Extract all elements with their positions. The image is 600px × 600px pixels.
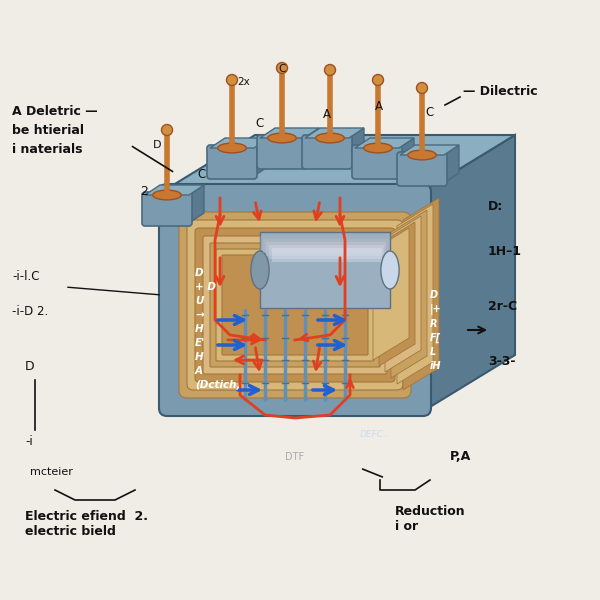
Polygon shape bbox=[260, 232, 390, 308]
FancyBboxPatch shape bbox=[142, 192, 192, 226]
FancyBboxPatch shape bbox=[203, 236, 387, 374]
Ellipse shape bbox=[381, 251, 399, 289]
Text: A: A bbox=[323, 108, 331, 121]
Text: 3-3-: 3-3- bbox=[488, 355, 515, 368]
FancyBboxPatch shape bbox=[302, 135, 352, 169]
Text: D
|+
R
F[
L
iH: D |+ R F[ L iH bbox=[430, 290, 442, 371]
FancyBboxPatch shape bbox=[210, 243, 380, 367]
Text: Reduction
i or: Reduction i or bbox=[395, 505, 466, 533]
Polygon shape bbox=[391, 210, 427, 378]
FancyBboxPatch shape bbox=[257, 135, 307, 169]
Text: Electric efiend  2.
electric bield: Electric efiend 2. electric bield bbox=[25, 510, 148, 538]
Polygon shape bbox=[444, 145, 459, 183]
Text: A Deletric —
be htierial
i naterials: A Deletric — be htierial i naterials bbox=[12, 105, 98, 156]
Text: -i: -i bbox=[25, 435, 33, 448]
FancyBboxPatch shape bbox=[159, 184, 431, 416]
Text: D: D bbox=[153, 140, 161, 150]
Text: C: C bbox=[255, 117, 263, 130]
Polygon shape bbox=[399, 138, 414, 176]
Polygon shape bbox=[165, 135, 515, 190]
Ellipse shape bbox=[408, 150, 436, 160]
Text: C: C bbox=[197, 168, 205, 181]
Circle shape bbox=[277, 62, 287, 73]
Text: P,A: P,A bbox=[450, 450, 471, 463]
Polygon shape bbox=[349, 128, 364, 166]
Text: DEFC..: DEFC.. bbox=[360, 430, 390, 439]
Text: 1H–1: 1H–1 bbox=[488, 245, 522, 258]
Text: DTF: DTF bbox=[285, 452, 304, 462]
Polygon shape bbox=[145, 185, 204, 195]
Polygon shape bbox=[355, 138, 414, 148]
Circle shape bbox=[325, 64, 335, 76]
Polygon shape bbox=[263, 239, 388, 253]
Text: D: D bbox=[25, 360, 35, 373]
Text: D
+ D
U
→
H
E'
H
A
(Dctich,: D + D U → H E' H A (Dctich, bbox=[195, 268, 241, 390]
FancyBboxPatch shape bbox=[187, 220, 403, 390]
FancyBboxPatch shape bbox=[179, 212, 411, 398]
FancyBboxPatch shape bbox=[195, 228, 395, 382]
Text: C: C bbox=[425, 106, 433, 119]
FancyBboxPatch shape bbox=[352, 145, 402, 179]
Polygon shape bbox=[272, 248, 382, 262]
Text: 2r-C: 2r-C bbox=[488, 300, 517, 313]
Polygon shape bbox=[400, 145, 459, 155]
Ellipse shape bbox=[316, 133, 344, 143]
Ellipse shape bbox=[218, 143, 247, 153]
Text: D:: D: bbox=[488, 200, 503, 213]
Ellipse shape bbox=[251, 251, 269, 289]
Polygon shape bbox=[165, 190, 425, 410]
Polygon shape bbox=[425, 135, 515, 410]
Polygon shape bbox=[210, 138, 269, 148]
Polygon shape bbox=[254, 138, 269, 176]
Text: -i-D 2.: -i-D 2. bbox=[12, 305, 48, 318]
Ellipse shape bbox=[152, 190, 181, 200]
Ellipse shape bbox=[268, 133, 296, 143]
Polygon shape bbox=[385, 216, 421, 372]
Polygon shape bbox=[373, 228, 409, 360]
Polygon shape bbox=[260, 236, 390, 250]
Text: A: A bbox=[375, 100, 383, 113]
Text: mcteier: mcteier bbox=[30, 467, 73, 477]
Polygon shape bbox=[189, 185, 204, 223]
Text: 2: 2 bbox=[140, 185, 148, 198]
Polygon shape bbox=[397, 204, 433, 384]
FancyBboxPatch shape bbox=[207, 145, 257, 179]
Text: C: C bbox=[278, 64, 286, 74]
Circle shape bbox=[161, 124, 173, 136]
Ellipse shape bbox=[364, 143, 392, 153]
Text: — Dilectric: — Dilectric bbox=[463, 85, 538, 98]
FancyBboxPatch shape bbox=[397, 152, 447, 186]
Polygon shape bbox=[266, 242, 386, 256]
Polygon shape bbox=[305, 128, 364, 138]
Circle shape bbox=[416, 82, 427, 94]
Circle shape bbox=[227, 74, 238, 85]
Polygon shape bbox=[260, 128, 319, 138]
Polygon shape bbox=[403, 198, 439, 390]
Text: -i-l.C: -i-l.C bbox=[12, 270, 40, 283]
Polygon shape bbox=[304, 128, 319, 166]
FancyBboxPatch shape bbox=[222, 255, 368, 355]
Circle shape bbox=[373, 74, 383, 85]
Polygon shape bbox=[269, 245, 384, 259]
Polygon shape bbox=[379, 222, 415, 366]
FancyBboxPatch shape bbox=[216, 249, 374, 361]
Text: 2x: 2x bbox=[237, 77, 250, 87]
